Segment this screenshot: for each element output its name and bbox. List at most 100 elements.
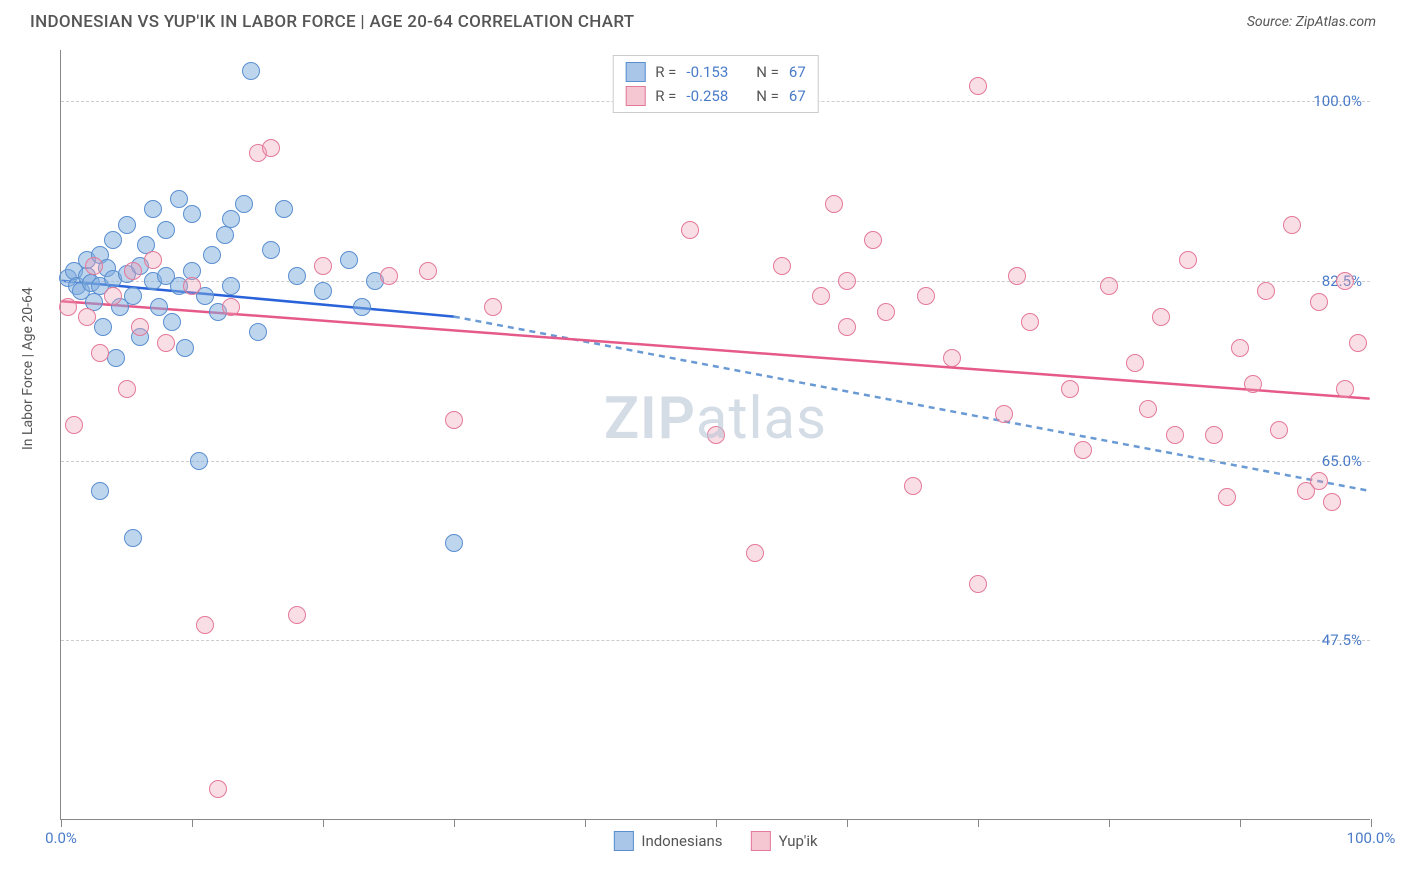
data-point	[969, 77, 987, 95]
x-tick	[1109, 819, 1110, 827]
data-point	[838, 318, 856, 336]
data-point	[825, 195, 843, 213]
data-point	[144, 251, 162, 269]
data-point	[78, 308, 96, 326]
data-point	[157, 221, 175, 239]
data-point	[118, 216, 136, 234]
data-point	[773, 257, 791, 275]
data-point	[1349, 334, 1367, 352]
data-point	[203, 246, 221, 264]
data-point	[1205, 426, 1223, 444]
data-point	[1323, 493, 1341, 511]
swatch-indonesians	[625, 62, 645, 82]
data-point	[235, 195, 253, 213]
data-point	[176, 339, 194, 357]
data-point	[864, 231, 882, 249]
legend-item-yupik: Yup'ik	[751, 831, 818, 851]
scatter-chart: ZIPatlas R = -0.153 N = 67 R = -0.258 N …	[60, 50, 1370, 820]
data-point	[183, 277, 201, 295]
data-point	[288, 606, 306, 624]
data-point	[1126, 354, 1144, 372]
data-point	[746, 544, 764, 562]
data-point	[681, 221, 699, 239]
data-point	[275, 200, 293, 218]
y-tick-label: 65.0%	[1322, 452, 1362, 470]
data-point	[190, 452, 208, 470]
x-tick	[454, 819, 455, 827]
data-point	[124, 287, 142, 305]
x-tick	[192, 819, 193, 827]
x-tick	[847, 819, 848, 827]
y-tick-label: 100.0%	[1313, 92, 1362, 110]
data-point	[1310, 472, 1328, 490]
x-tick	[585, 819, 586, 827]
gridline	[61, 461, 1370, 462]
data-point	[170, 190, 188, 208]
data-point	[1283, 216, 1301, 234]
legend-item-indonesians: Indonesians	[613, 831, 722, 851]
data-point	[262, 241, 280, 259]
legend-row-indonesians: R = -0.153 N = 67	[625, 60, 806, 84]
x-tick	[323, 819, 324, 827]
x-tick-label: 0.0%	[45, 829, 77, 847]
data-point	[107, 349, 125, 367]
data-point	[104, 231, 122, 249]
data-point	[1021, 313, 1039, 331]
data-point	[1008, 267, 1026, 285]
data-point	[65, 416, 83, 434]
data-point	[1244, 375, 1262, 393]
data-point	[104, 287, 122, 305]
data-point	[124, 529, 142, 547]
source-label: Source: ZipAtlas.com	[1247, 14, 1376, 30]
data-point	[877, 303, 895, 321]
data-point	[484, 298, 502, 316]
y-tick-label: 47.5%	[1322, 631, 1362, 649]
data-point	[340, 251, 358, 269]
data-point	[209, 780, 227, 798]
data-point	[1139, 400, 1157, 418]
data-point	[222, 298, 240, 316]
data-point	[85, 257, 103, 275]
swatch-icon	[751, 831, 771, 851]
data-point	[445, 411, 463, 429]
correlation-legend: R = -0.153 N = 67 R = -0.258 N = 67	[612, 55, 819, 113]
data-point	[157, 334, 175, 352]
data-point	[353, 298, 371, 316]
data-point	[943, 349, 961, 367]
series-legend: Indonesians Yup'ik	[613, 831, 817, 851]
data-point	[216, 226, 234, 244]
data-point	[94, 318, 112, 336]
y-axis-label: In Labor Force | Age 20-64	[20, 287, 36, 450]
data-point	[380, 267, 398, 285]
x-tick	[978, 819, 979, 827]
data-point	[1218, 488, 1236, 506]
data-point	[91, 482, 109, 500]
data-point	[1179, 251, 1197, 269]
data-point	[144, 200, 162, 218]
data-point	[262, 139, 280, 157]
data-point	[124, 262, 142, 280]
data-point	[1257, 282, 1275, 300]
x-tick	[1371, 819, 1372, 827]
data-point	[419, 262, 437, 280]
data-point	[904, 477, 922, 495]
data-point	[1336, 380, 1354, 398]
x-tick	[1240, 819, 1241, 827]
data-point	[183, 205, 201, 223]
data-point	[91, 344, 109, 362]
data-point	[196, 616, 214, 634]
x-tick	[716, 819, 717, 827]
chart-title: INDONESIAN VS YUP'IK IN LABOR FORCE | AG…	[30, 12, 634, 32]
swatch-icon	[613, 831, 633, 851]
data-point	[1166, 426, 1184, 444]
x-tick-label: 100.0%	[1347, 829, 1396, 847]
data-point	[838, 272, 856, 290]
gridline	[61, 640, 1370, 641]
data-point	[1061, 380, 1079, 398]
data-point	[222, 277, 240, 295]
data-point	[707, 426, 725, 444]
data-point	[1336, 272, 1354, 290]
data-point	[163, 313, 181, 331]
legend-row-yupik: R = -0.258 N = 67	[625, 84, 806, 108]
data-point	[917, 287, 935, 305]
